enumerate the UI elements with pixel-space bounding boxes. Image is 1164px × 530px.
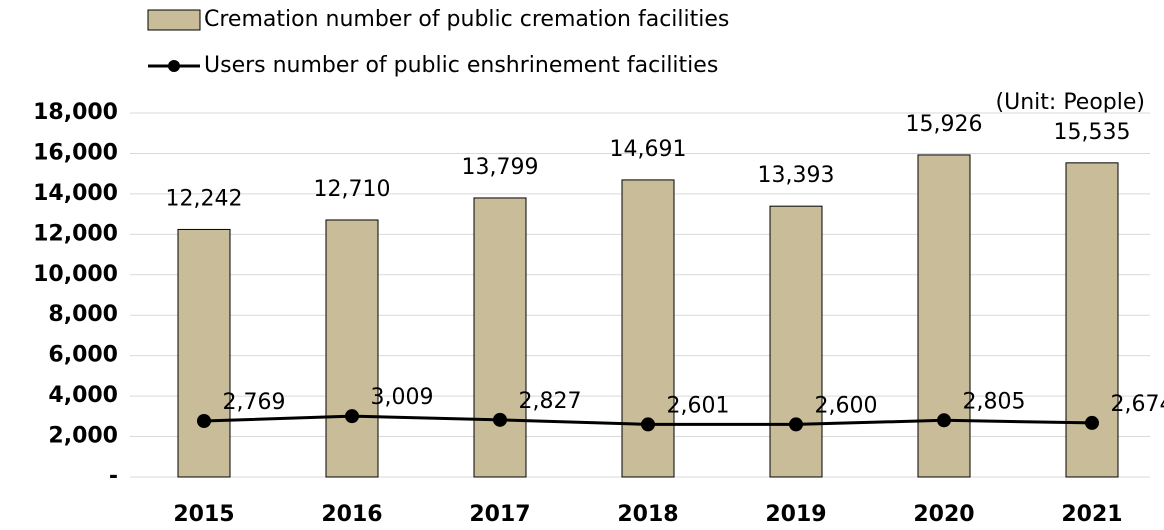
legend-swatch xyxy=(147,9,201,31)
line-value-label: 2,805 xyxy=(963,389,1026,414)
y-tick-label: 4,000 xyxy=(48,383,118,408)
bar xyxy=(621,179,675,478)
legend-marker xyxy=(168,60,180,72)
bar-value-label: 12,242 xyxy=(166,186,243,211)
bar xyxy=(769,205,823,478)
legend-label: Cremation number of public cremation fac… xyxy=(204,7,729,32)
bar-value-label: 14,691 xyxy=(610,137,687,162)
line-value-label: 2,674 xyxy=(1111,392,1164,417)
y-tick-label: 10,000 xyxy=(33,262,118,287)
bar-value-label: 13,799 xyxy=(462,155,539,180)
line-value-label: 2,827 xyxy=(519,389,582,414)
bar xyxy=(325,219,379,478)
bar-value-label: 15,926 xyxy=(906,112,983,137)
y-tick-label: 14,000 xyxy=(33,181,118,206)
y-tick-label: 8,000 xyxy=(48,302,118,327)
bar-value-label: 12,710 xyxy=(314,177,391,202)
x-tick-label: 2019 xyxy=(765,502,826,527)
unit-note: (Unit: People) xyxy=(996,90,1145,115)
y-tick-label: 12,000 xyxy=(33,221,118,246)
line-marker xyxy=(937,413,951,428)
bar-value-label: 13,393 xyxy=(758,163,835,188)
line-value-label: 2,769 xyxy=(223,390,286,415)
line-value-label: 2,600 xyxy=(815,393,878,418)
bar xyxy=(177,228,231,478)
bar xyxy=(917,154,971,478)
line-marker xyxy=(493,412,507,427)
y-tick-label: - xyxy=(109,464,118,489)
line-value-label: 3,009 xyxy=(371,385,434,410)
line-marker xyxy=(789,417,803,432)
legend-label: Users number of public enshrinement faci… xyxy=(204,53,718,78)
bar-value-label: 15,535 xyxy=(1054,120,1131,145)
line-marker xyxy=(1085,415,1099,430)
x-tick-label: 2017 xyxy=(469,502,530,527)
y-tick-label: 16,000 xyxy=(33,140,118,165)
line-marker xyxy=(641,417,655,432)
y-tick-label: 2,000 xyxy=(48,424,118,449)
line-marker xyxy=(345,409,359,424)
x-tick-label: 2018 xyxy=(617,502,678,527)
x-tick-label: 2015 xyxy=(173,502,234,527)
x-tick-label: 2021 xyxy=(1061,502,1122,527)
x-tick-label: 2016 xyxy=(321,502,382,527)
x-tick-label: 2020 xyxy=(913,502,974,527)
line-value-label: 2,601 xyxy=(667,393,730,418)
line-marker xyxy=(197,414,211,429)
y-tick-label: 18,000 xyxy=(33,100,118,125)
y-tick-label: 6,000 xyxy=(48,343,118,368)
bar xyxy=(473,197,527,478)
